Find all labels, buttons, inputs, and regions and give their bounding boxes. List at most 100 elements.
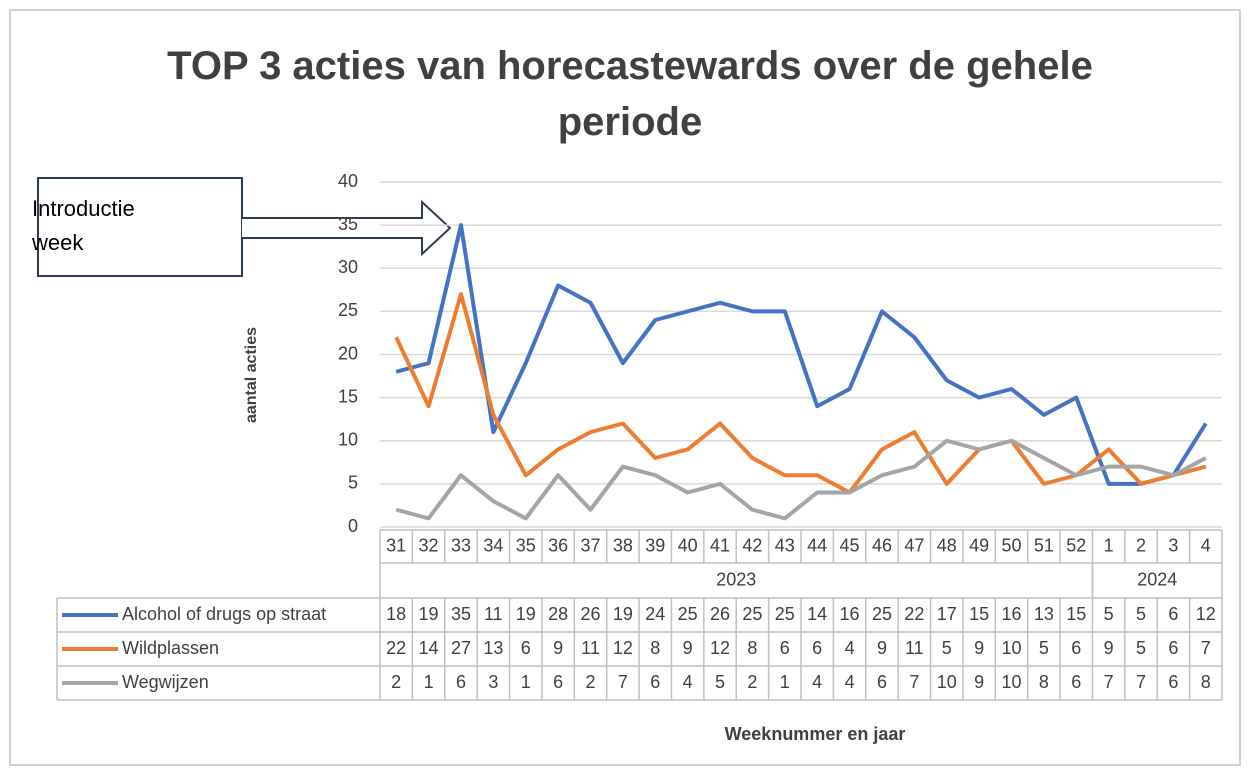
table-value: 12 bbox=[613, 638, 633, 658]
table-value: 25 bbox=[742, 604, 762, 624]
x-tick-label: 33 bbox=[451, 535, 471, 555]
table-value: 8 bbox=[1039, 672, 1049, 692]
table-value: 6 bbox=[1168, 604, 1178, 624]
y-tick-label: 25 bbox=[338, 300, 358, 320]
table-value: 13 bbox=[483, 638, 503, 658]
table-value: 9 bbox=[974, 672, 984, 692]
table-value: 5 bbox=[942, 638, 952, 658]
x-axis-label: Weeknummer en jaar bbox=[725, 724, 906, 744]
series-line bbox=[395, 223, 1208, 486]
table-value: 6 bbox=[812, 638, 822, 658]
table-value: 6 bbox=[780, 638, 790, 658]
table-value: 11 bbox=[581, 638, 600, 658]
table-value: 2 bbox=[391, 672, 401, 692]
table-value: 6 bbox=[521, 638, 531, 658]
x-tick-label: 42 bbox=[742, 535, 762, 555]
table-value: 5 bbox=[1136, 638, 1146, 658]
table-value: 4 bbox=[812, 672, 822, 692]
x-tick-label: 45 bbox=[840, 535, 860, 555]
y-tick-label: 0 bbox=[348, 516, 358, 536]
x-tick-label: 35 bbox=[516, 535, 536, 555]
table-value: 25 bbox=[678, 604, 698, 624]
table-value: 1 bbox=[424, 672, 434, 692]
x-tick-label: 1 bbox=[1104, 535, 1114, 555]
x-tick-label: 43 bbox=[775, 535, 795, 555]
table-value: 28 bbox=[548, 604, 568, 624]
table-value: 5 bbox=[1104, 604, 1114, 624]
x-tick-label: 39 bbox=[645, 535, 665, 555]
annotation: Introductie week bbox=[32, 196, 135, 255]
series-line bbox=[395, 438, 1207, 521]
chart-frame bbox=[9, 9, 1241, 766]
table-value: 5 bbox=[1039, 638, 1049, 658]
table-value: 7 bbox=[909, 672, 919, 692]
table-value: 1 bbox=[780, 672, 790, 692]
table-value: 10 bbox=[1001, 638, 1021, 658]
table-value: 1 bbox=[521, 672, 531, 692]
table-value: 16 bbox=[840, 604, 860, 624]
table-value: 19 bbox=[419, 604, 439, 624]
table-value: 25 bbox=[872, 604, 892, 624]
x-tick-label: 50 bbox=[1001, 535, 1021, 555]
table-value: 19 bbox=[613, 604, 633, 624]
table-value: 13 bbox=[1034, 604, 1054, 624]
annotation-box bbox=[37, 177, 243, 277]
table-value: 7 bbox=[618, 672, 628, 692]
x-tick-label: 51 bbox=[1034, 535, 1054, 555]
x-tick-label: 3 bbox=[1168, 535, 1178, 555]
annotation-arrow bbox=[242, 199, 452, 257]
y-tick-label: 35 bbox=[338, 214, 358, 234]
table-value: 12 bbox=[710, 638, 730, 658]
table-value: 18 bbox=[386, 604, 406, 624]
table-value: 7 bbox=[1136, 672, 1146, 692]
legend-label: Wegwijzen bbox=[122, 672, 209, 692]
table-value: 8 bbox=[650, 638, 660, 658]
x-tick-label: 2 bbox=[1136, 535, 1146, 555]
table-value: 4 bbox=[845, 672, 855, 692]
y-tick-label: 30 bbox=[338, 257, 358, 277]
table-value: 19 bbox=[516, 604, 536, 624]
table-value: 7 bbox=[1201, 638, 1211, 658]
table-value: 15 bbox=[969, 604, 989, 624]
table-value: 9 bbox=[974, 638, 984, 658]
table-value: 6 bbox=[456, 672, 466, 692]
table-value: 5 bbox=[1136, 604, 1146, 624]
legend-label: Alcohol of drugs op straat bbox=[122, 604, 326, 624]
chart-title: TOP 3 acties van horecastewards over de … bbox=[167, 44, 1093, 144]
table-value: 8 bbox=[747, 638, 757, 658]
x-tick-label: 46 bbox=[872, 535, 892, 555]
table-value: 10 bbox=[1001, 672, 1021, 692]
x-tick-label: 41 bbox=[710, 535, 730, 555]
table-value: 10 bbox=[937, 672, 957, 692]
table-value: 6 bbox=[1071, 672, 1081, 692]
table-value: 25 bbox=[775, 604, 795, 624]
x-tick-label: 31 bbox=[386, 535, 406, 555]
series-line bbox=[394, 292, 1207, 495]
table-value: 2 bbox=[747, 672, 757, 692]
table-value: 9 bbox=[877, 638, 887, 658]
table-value: 3 bbox=[488, 672, 498, 692]
legend-label: Wildplassen bbox=[122, 638, 219, 658]
y-axis-label: aantal acties bbox=[243, 327, 260, 423]
table-value: 14 bbox=[419, 638, 439, 658]
table-value: 26 bbox=[580, 604, 600, 624]
table-value: 17 bbox=[937, 604, 957, 624]
table-value: 6 bbox=[650, 672, 660, 692]
table-value: 4 bbox=[845, 638, 855, 658]
table-value: 11 bbox=[905, 638, 924, 658]
table-value: 26 bbox=[710, 604, 730, 624]
table-value: 27 bbox=[451, 638, 471, 658]
y-tick-label: 5 bbox=[348, 473, 358, 493]
table-value: 35 bbox=[451, 604, 471, 624]
x-tick-label: 38 bbox=[613, 535, 633, 555]
table-value: 22 bbox=[904, 604, 924, 624]
table-value: 15 bbox=[1066, 604, 1086, 624]
y-tick-label: 15 bbox=[338, 386, 358, 406]
x-tick-label: 32 bbox=[419, 535, 439, 555]
table-value: 14 bbox=[807, 604, 827, 624]
table-value: 9 bbox=[1104, 638, 1114, 658]
x-tick-label: 40 bbox=[678, 535, 698, 555]
table-value: 6 bbox=[1071, 638, 1081, 658]
table-value: 16 bbox=[1001, 604, 1021, 624]
